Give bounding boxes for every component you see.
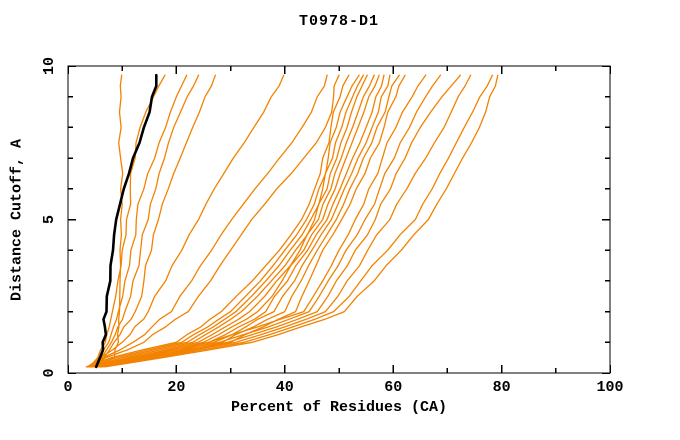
curve-model-10 [87,74,360,368]
curve-model-19 [91,74,427,368]
y-tick-label: 5 [41,215,58,224]
x-tick-label: 100 [596,379,623,396]
curve-model-23 [102,74,494,368]
plot-title: T0978-D1 [298,13,379,30]
x-tick-label: 40 [276,379,294,396]
curve-model-24 [104,74,499,368]
curve-model-20 [94,74,442,368]
curve-model-04 [93,74,200,368]
curve-model-22 [99,74,472,368]
y-tick-label: 10 [41,57,58,75]
curve-model-09 [85,74,350,368]
curve-model-11 [90,74,365,368]
x-tick-label: 60 [384,379,402,396]
curve-highlighted-model [94,73,158,369]
curve-model-08 [91,74,340,368]
curve-model-07 [89,74,328,368]
curve-model-06 [86,74,285,368]
curve-model-01 [91,74,124,368]
y-tick-label: 0 [41,368,58,377]
x-tick-label: 20 [167,379,185,396]
x-axis-title: Percent of Residues (CA) [230,399,448,416]
curve-model-12 [92,74,368,368]
curve-model-21 [97,74,462,368]
curve-model-05 [95,74,217,368]
curve-model-17 [86,74,400,368]
curve-model-03 [91,74,188,368]
curve-model-14 [96,74,380,368]
x-tick-label: 0 [63,379,72,396]
curve-model-15 [98,74,385,368]
curve-model-13 [94,74,375,368]
x-tick-label: 80 [493,379,511,396]
curve-model-18 [89,74,406,368]
